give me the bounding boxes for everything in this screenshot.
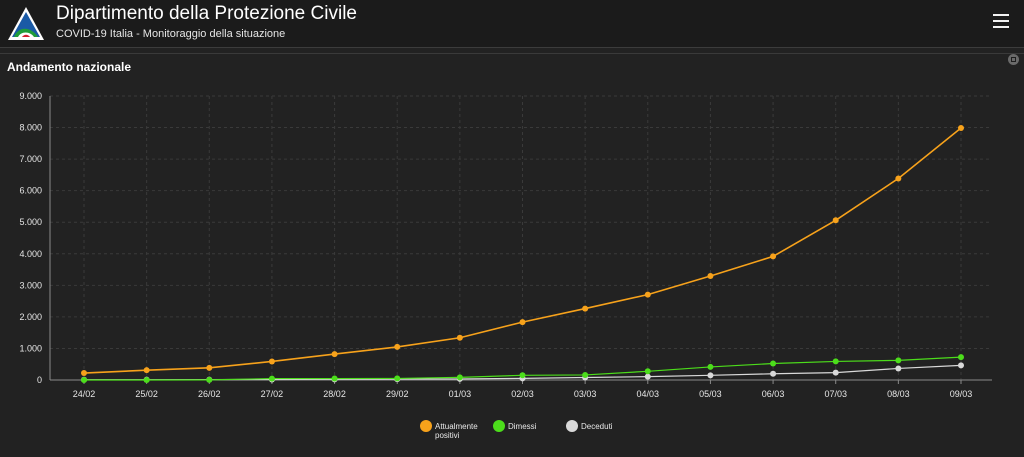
y-tick-label: 6.000 <box>19 186 42 196</box>
data-point <box>832 369 839 376</box>
data-point <box>958 362 964 369</box>
data-point <box>707 372 714 379</box>
x-tick-label: 05/03 <box>699 389 722 399</box>
chart-panel: Andamento nazionale 0 1.000 2.000 3.000 4.00… <box>0 53 1024 457</box>
legend-dot-green-icon <box>493 420 505 432</box>
app-subtitle: COVID-19 Italia - Monitoraggio della sit… <box>56 28 286 40</box>
x-tick-label: 03/03 <box>574 389 597 399</box>
legend-label: Attualmente positivi <box>435 422 478 440</box>
data-point <box>644 373 651 380</box>
data-point <box>832 217 839 224</box>
data-point <box>268 375 275 382</box>
data-point <box>519 319 526 326</box>
app-title: Dipartimento della Protezione Civile <box>56 3 357 24</box>
chart-legend: Attualmente positivi Dimessi Deceduti <box>0 420 1024 450</box>
data-point <box>331 375 338 382</box>
data-point <box>707 272 714 279</box>
y-tick-label: 5.000 <box>19 217 42 227</box>
x-tick-label: 25/02 <box>135 389 158 399</box>
x-tick-label: 06/03 <box>762 389 785 399</box>
data-point <box>143 376 150 383</box>
data-point <box>707 363 714 370</box>
legend-dot-orange-icon <box>420 420 432 432</box>
data-point <box>770 253 777 260</box>
x-tick-label: 04/03 <box>637 389 660 399</box>
x-tick-label: 09/03 <box>950 389 973 399</box>
y-tick-label: 9.000 <box>19 91 42 101</box>
x-tick-label: 07/03 <box>824 389 847 399</box>
y-tick-label: 8.000 <box>19 123 42 133</box>
x-tick-label: 28/02 <box>323 389 346 399</box>
x-tick-label: 24/02 <box>73 389 96 399</box>
line-chart: 0 1.000 2.000 3.000 4.000 5.000 6.000 7.000 8.00… <box>19 91 992 399</box>
data-point <box>644 368 651 375</box>
hamburger-menu-icon[interactable] <box>993 14 1009 30</box>
data-point <box>81 376 87 383</box>
y-tick-label: 0 <box>37 375 42 385</box>
data-point <box>770 370 777 377</box>
x-tick-label: 02/03 <box>511 389 534 399</box>
y-tick-label: 7.000 <box>19 154 42 164</box>
protezione-civile-logo-icon <box>8 7 44 40</box>
legend-label: Dimessi <box>508 422 537 431</box>
data-point <box>268 358 275 365</box>
data-point <box>895 365 902 372</box>
y-tick-label: 2.000 <box>19 312 42 322</box>
app-header: Dipartimento della Protezione Civile COV… <box>0 0 1024 48</box>
data-point <box>582 305 589 312</box>
data-point <box>206 376 213 383</box>
data-point <box>394 343 401 350</box>
x-tick-label: 27/02 <box>261 389 284 399</box>
data-point <box>895 357 902 364</box>
data-point <box>770 360 777 367</box>
x-tick-label: 26/02 <box>198 389 221 399</box>
data-point <box>456 374 463 381</box>
data-point <box>206 364 213 371</box>
data-point <box>143 367 150 374</box>
data-point <box>644 291 651 298</box>
panel-title: Andamento nazionale <box>7 60 132 74</box>
x-tick-label: 29/02 <box>386 389 409 399</box>
data-point <box>895 175 902 182</box>
data-point <box>958 354 964 361</box>
panel-expand-icon[interactable] <box>1008 54 1019 65</box>
data-point <box>81 370 87 377</box>
legend-label: Deceduti <box>581 422 613 431</box>
data-point <box>958 125 964 132</box>
data-point <box>456 334 463 341</box>
data-point <box>331 351 338 358</box>
y-tick-label: 4.000 <box>19 249 42 259</box>
x-tick-label: 01/03 <box>449 389 472 399</box>
data-point <box>832 358 839 365</box>
data-point <box>394 375 401 382</box>
data-point <box>582 371 589 378</box>
x-tick-label: 08/03 <box>887 389 910 399</box>
y-tick-label: 1.000 <box>19 343 42 353</box>
legend-dot-gray-icon <box>566 420 578 432</box>
y-tick-label: 3.000 <box>19 280 42 290</box>
data-point <box>519 372 526 379</box>
